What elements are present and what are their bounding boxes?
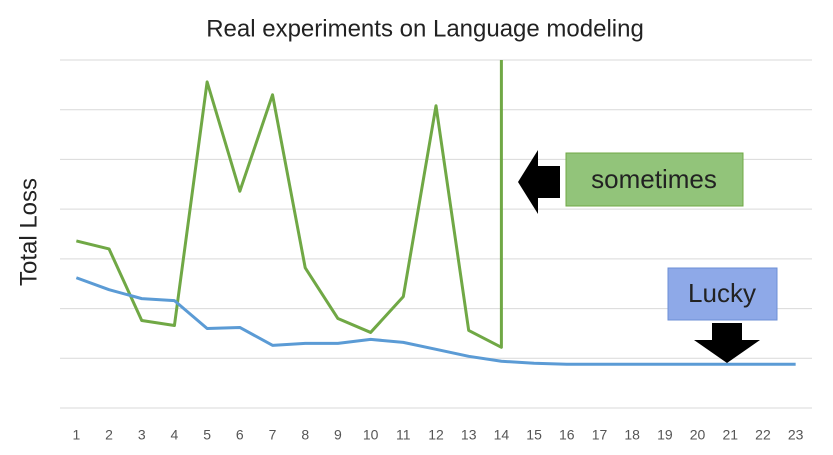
x-tick-label: 13 (461, 427, 477, 443)
annotation: sometimes (591, 164, 717, 194)
lines (75, 60, 796, 366)
annotation-box (565, 152, 744, 207)
x-tick-label: 9 (334, 427, 342, 443)
x-tick-label: 16 (559, 427, 575, 443)
x-tick-label: 18 (624, 427, 640, 443)
x-tick-label: 23 (788, 427, 804, 443)
left-arrow (518, 150, 560, 214)
x-tick-label: 22 (755, 427, 771, 443)
x-tick-label: 10 (363, 427, 379, 443)
x-tick-label: 15 (526, 427, 542, 443)
x-tick-label: 12 (428, 427, 444, 443)
x-tick-label: 5 (203, 427, 211, 443)
down-arrow (694, 323, 760, 363)
x-tick-label: 3 (138, 427, 146, 443)
x-tick-label: 17 (592, 427, 608, 443)
x-tick-label: 8 (301, 427, 309, 443)
x-tick-label: 6 (236, 427, 244, 443)
x-tick-label: 1 (72, 427, 80, 443)
annotation-box (667, 267, 778, 321)
x-tick-label: 2 (105, 427, 113, 443)
chart-title: Real experiments on Language modeling (206, 15, 644, 42)
x-tick-label: 14 (494, 427, 510, 443)
series-line (75, 276, 796, 366)
annotation: Lucky (688, 278, 756, 308)
x-tick-label: 4 (171, 427, 179, 443)
x-tick-label: 11 (396, 427, 411, 443)
y-axis-label: Total Loss (15, 178, 42, 286)
x-tick-label: 20 (690, 427, 706, 443)
series-line (75, 60, 503, 349)
x-tick-label: 7 (269, 427, 277, 443)
x-tick-label: 21 (722, 427, 738, 443)
x-tick-label: 19 (657, 427, 673, 443)
